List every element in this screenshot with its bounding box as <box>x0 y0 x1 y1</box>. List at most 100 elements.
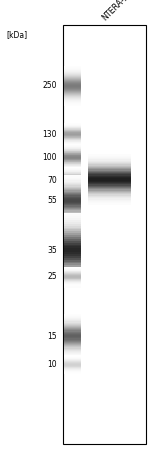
Bar <box>64 159 81 160</box>
Bar <box>64 149 81 150</box>
Bar <box>64 154 81 155</box>
Bar <box>64 96 81 97</box>
Bar <box>88 178 131 180</box>
Bar <box>64 222 81 223</box>
Bar <box>64 335 81 336</box>
Bar <box>64 161 81 162</box>
Bar <box>88 180 131 182</box>
Bar <box>64 350 81 351</box>
Bar <box>64 169 81 170</box>
Bar <box>64 364 81 365</box>
Bar <box>64 331 81 332</box>
Bar <box>64 355 81 356</box>
Bar <box>64 145 81 146</box>
Bar <box>88 163 131 164</box>
Bar <box>64 78 81 79</box>
Bar <box>64 203 81 204</box>
Bar <box>64 344 81 345</box>
Bar <box>88 187 131 188</box>
Bar <box>88 188 131 190</box>
Bar <box>64 280 81 282</box>
Bar <box>64 172 81 173</box>
Bar <box>64 200 81 202</box>
Bar <box>64 358 81 359</box>
Bar <box>64 273 81 275</box>
Bar <box>64 283 81 284</box>
Bar <box>64 179 81 180</box>
Bar <box>64 282 81 284</box>
Bar <box>64 214 81 216</box>
Bar <box>64 196 81 198</box>
Bar <box>64 94 81 95</box>
Bar <box>64 339 81 341</box>
Bar <box>64 137 81 138</box>
Text: 15: 15 <box>47 332 57 341</box>
Bar <box>64 254 81 256</box>
Bar <box>64 277 81 278</box>
Bar <box>64 184 81 185</box>
Bar <box>88 193 131 195</box>
Bar <box>64 198 81 199</box>
Bar <box>64 157 81 158</box>
Bar <box>64 224 81 225</box>
Bar <box>64 175 81 176</box>
Bar <box>64 89 81 90</box>
Bar <box>64 148 81 149</box>
Bar <box>64 141 81 142</box>
Bar <box>88 190 131 191</box>
Bar <box>88 157 131 158</box>
Bar <box>64 260 81 262</box>
Bar <box>64 237 81 239</box>
Bar <box>64 144 81 145</box>
Bar <box>64 362 81 363</box>
Bar <box>64 173 81 174</box>
Bar <box>64 135 81 136</box>
Bar <box>88 168 131 169</box>
Bar <box>64 207 81 208</box>
Bar <box>88 191 131 192</box>
Bar <box>88 164 131 166</box>
Bar <box>64 183 81 184</box>
Bar <box>64 351 81 352</box>
Bar <box>64 167 81 168</box>
Bar <box>64 169 81 170</box>
Bar <box>64 176 81 178</box>
Bar <box>64 213 81 214</box>
Bar <box>64 315 81 316</box>
Bar <box>64 84 81 85</box>
Bar <box>64 219 81 220</box>
Bar <box>64 185 81 186</box>
Bar <box>64 187 81 188</box>
Bar <box>64 146 81 147</box>
Bar <box>64 286 81 288</box>
Bar <box>64 85 81 86</box>
Bar <box>64 77 81 78</box>
Bar <box>64 213 81 214</box>
Bar <box>64 210 81 212</box>
Bar <box>64 97 81 98</box>
Bar <box>64 316 81 317</box>
Bar <box>88 182 131 183</box>
Bar <box>64 353 81 354</box>
Bar <box>64 231 81 233</box>
Bar <box>88 195 131 196</box>
Bar <box>64 278 81 280</box>
Text: 35: 35 <box>47 246 57 255</box>
Bar <box>64 71 81 72</box>
Bar <box>64 152 81 153</box>
Bar <box>64 191 81 193</box>
Bar <box>64 185 81 186</box>
Bar <box>64 140 81 141</box>
Bar <box>64 81 81 82</box>
Bar <box>64 373 81 374</box>
Bar <box>64 186 81 188</box>
Bar <box>64 205 81 207</box>
Bar <box>64 80 81 81</box>
Bar <box>64 273 81 274</box>
Bar <box>64 348 81 349</box>
Bar <box>64 129 81 130</box>
Bar <box>64 272 81 273</box>
Bar <box>64 178 81 179</box>
Bar <box>64 357 81 358</box>
Bar <box>64 142 81 143</box>
